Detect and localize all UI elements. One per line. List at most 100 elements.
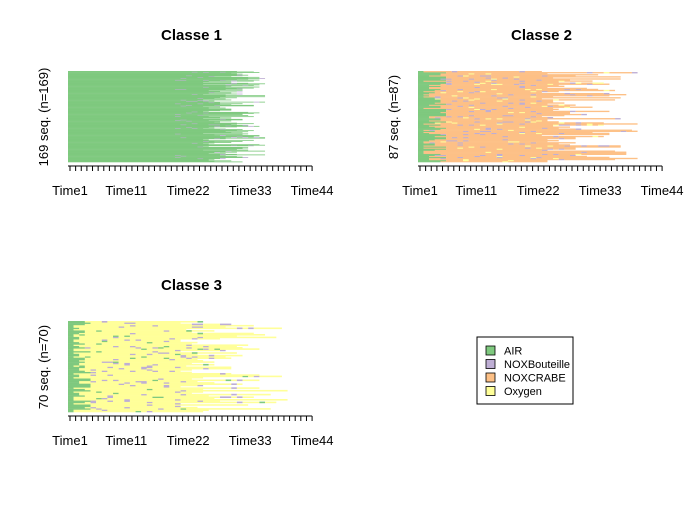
sequence-segment xyxy=(68,74,237,76)
sequence-segment xyxy=(163,330,170,332)
sequence-segment xyxy=(418,143,435,145)
sequence-segment xyxy=(146,404,153,406)
sequence-segment xyxy=(231,125,249,127)
sequence-segment xyxy=(124,339,130,341)
sequence-segment xyxy=(418,85,441,87)
sequence-segment xyxy=(203,112,209,114)
sequence-segment xyxy=(118,392,192,395)
sequence-segment xyxy=(68,365,74,367)
sequence-segment xyxy=(536,120,542,122)
sequence-segment xyxy=(225,125,232,127)
sequence-segment xyxy=(502,83,514,85)
sequence-segment xyxy=(152,369,192,371)
sequence-segment xyxy=(474,124,480,126)
sequence-segment xyxy=(68,146,198,148)
sequence-segment xyxy=(463,144,571,146)
sequence-segment xyxy=(73,328,187,331)
sequence-segment xyxy=(68,337,80,340)
sequence-segment xyxy=(68,132,204,134)
sequence-segment xyxy=(524,82,571,84)
sequence-segment xyxy=(418,123,424,125)
sequence-segment xyxy=(519,71,525,73)
sequence-segment xyxy=(586,95,593,97)
sequence-segment xyxy=(68,117,221,119)
sequence-segment xyxy=(68,350,91,353)
sequence-segment xyxy=(429,157,441,160)
sequence-segment xyxy=(68,123,192,125)
sequence-segment xyxy=(446,133,464,136)
sequence-segment xyxy=(418,148,447,150)
sequence-segment xyxy=(141,382,147,384)
sequence-segment xyxy=(429,86,475,89)
sequence-segment xyxy=(174,133,181,135)
sequence-segment xyxy=(479,128,486,130)
legend-label: Oxygen xyxy=(504,386,542,398)
sequence-segment xyxy=(135,322,181,324)
sequence-segment xyxy=(474,83,480,85)
sequence-segment xyxy=(434,91,441,94)
sequence-segment xyxy=(418,122,435,124)
sequence-segment xyxy=(530,147,537,149)
sequence-segment xyxy=(570,145,582,147)
sequence-segment xyxy=(90,379,102,382)
sequence-segment xyxy=(174,399,181,401)
sequence-segment xyxy=(68,378,91,380)
sequence-segment xyxy=(502,122,559,124)
x-tick-label: Time22 xyxy=(167,183,210,198)
sequence-segment xyxy=(474,114,503,117)
sequence-segment xyxy=(180,391,204,393)
sequence-segment xyxy=(68,155,181,157)
sequence-segment xyxy=(485,128,492,130)
sequence-segment xyxy=(135,345,164,348)
sequence-segment xyxy=(463,117,469,119)
sequence-segment xyxy=(440,85,520,87)
sequence-segment xyxy=(242,401,260,404)
sequence-segment xyxy=(101,339,108,341)
sequence-segment xyxy=(146,369,153,371)
sequence-segment xyxy=(429,75,458,77)
sequence-segment xyxy=(468,133,480,136)
sequence-segment xyxy=(152,324,159,327)
sequence-segment xyxy=(68,109,232,111)
sequence-segment xyxy=(174,370,181,372)
sequence-segment xyxy=(451,71,458,73)
sequence-segment xyxy=(474,108,480,111)
sequence-segment xyxy=(423,96,435,98)
x-axis: Time1 Time11 Time22 Time33 Time44 xyxy=(402,165,684,198)
sequence-segment xyxy=(68,73,237,74)
sequence-segment xyxy=(479,83,492,85)
sequence-segment xyxy=(186,112,192,114)
sequence-segment xyxy=(253,137,260,139)
sequence-segment xyxy=(418,130,435,132)
sequence-segment xyxy=(440,101,554,103)
sequence-segment xyxy=(68,147,243,149)
sequence-segment xyxy=(496,132,520,135)
sequence-segment xyxy=(446,76,514,78)
sequence-segment xyxy=(524,119,531,121)
sequence-segment xyxy=(457,140,464,142)
sequence-segment xyxy=(418,76,447,78)
sequence-segment xyxy=(463,156,497,159)
sequence-segment xyxy=(418,152,424,154)
sequence-segment xyxy=(90,404,147,406)
sequence-segment xyxy=(158,379,226,382)
sequence-segment xyxy=(457,90,464,93)
sequence-segment xyxy=(418,104,430,106)
sequence-segment xyxy=(141,356,147,358)
sequence-segment xyxy=(485,77,492,79)
sequence-segment xyxy=(68,330,85,332)
sequence-segment xyxy=(68,326,74,328)
sequence-segment xyxy=(197,384,204,387)
x-tick-label: Time44 xyxy=(291,183,334,198)
sequence-segment xyxy=(135,357,164,359)
sequence-segment xyxy=(581,151,587,153)
sequence-segment xyxy=(553,148,559,150)
sequence-segment xyxy=(208,102,215,104)
sequence-segment xyxy=(197,158,204,160)
x-tick-label: Time33 xyxy=(229,183,272,198)
sequence-segment xyxy=(68,367,80,370)
sequence-segment xyxy=(68,136,226,138)
sequence-segment xyxy=(68,88,175,90)
sequence-segment xyxy=(68,121,215,123)
sequence-segment xyxy=(231,396,237,398)
